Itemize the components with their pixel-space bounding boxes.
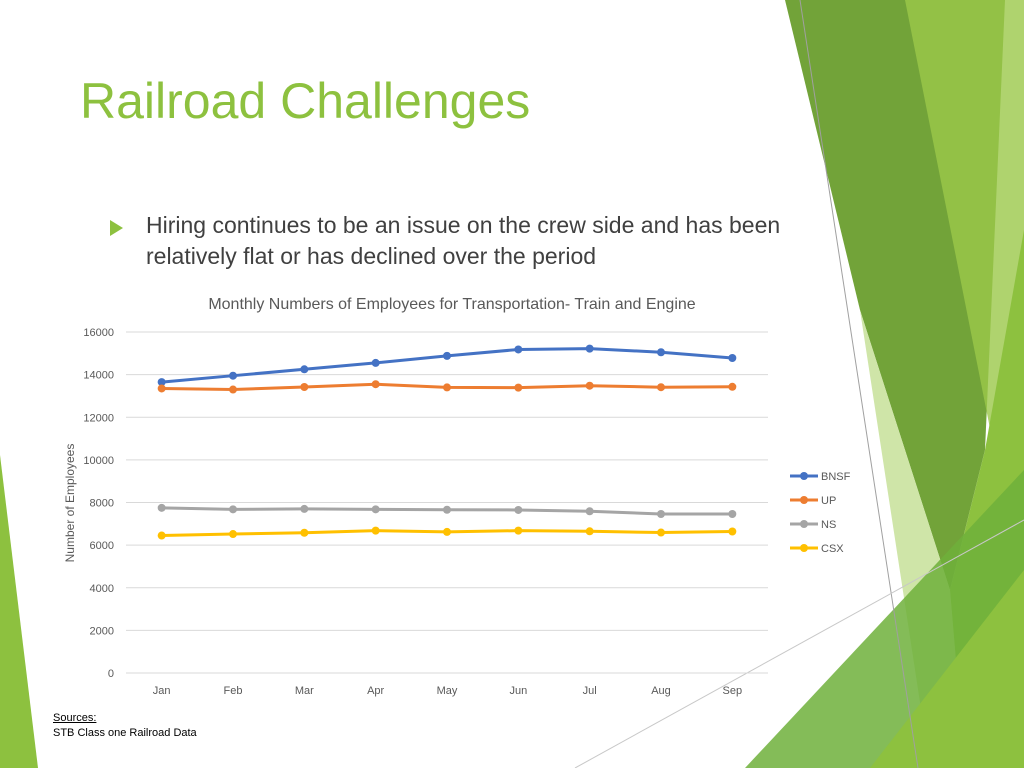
data-point-bnsf bbox=[728, 354, 737, 363]
data-point-bnsf bbox=[514, 345, 523, 354]
data-point-bnsf bbox=[300, 365, 309, 374]
x-tick-label: Sep bbox=[723, 685, 743, 697]
x-tick-label: Apr bbox=[367, 685, 384, 697]
sources-text: STB Class one Railroad Data bbox=[53, 727, 197, 739]
sources-heading: Sources: bbox=[53, 712, 97, 724]
data-point-csx bbox=[300, 528, 309, 537]
chart-legend: BNSF UP NS CSX bbox=[790, 471, 851, 555]
data-point-ns bbox=[728, 510, 737, 519]
data-point-bnsf bbox=[229, 371, 237, 380]
data-point-ns bbox=[300, 504, 309, 513]
decor-line bbox=[799, 0, 919, 768]
decor-shape bbox=[870, 570, 1024, 768]
data-point-csx bbox=[157, 531, 166, 540]
data-point-csx bbox=[585, 527, 594, 536]
data-point-bnsf bbox=[657, 348, 665, 357]
legend-label: UP bbox=[821, 495, 836, 507]
data-point-ns bbox=[157, 503, 166, 512]
legend-marker bbox=[800, 520, 808, 528]
data-point-up bbox=[300, 382, 309, 391]
data-point-csx bbox=[371, 526, 380, 535]
x-tick-label: Jan bbox=[153, 685, 171, 697]
legend-label: BNSF bbox=[821, 471, 851, 483]
x-tick-label: Jun bbox=[509, 685, 527, 697]
legend-marker bbox=[800, 496, 808, 504]
data-point-up bbox=[585, 381, 594, 390]
data-point-csx bbox=[657, 528, 665, 537]
data-point-bnsf bbox=[443, 351, 451, 360]
x-tick-label: Jul bbox=[583, 685, 597, 697]
chart-title: Monthly Numbers of Employees for Transpo… bbox=[208, 296, 695, 313]
data-point-bnsf bbox=[371, 358, 380, 367]
data-point-csx bbox=[229, 530, 237, 539]
data-point-up bbox=[514, 383, 523, 392]
data-point-up bbox=[157, 384, 166, 393]
y-tick-label: 4000 bbox=[90, 583, 114, 595]
data-point-ns bbox=[229, 505, 237, 514]
data-point-ns bbox=[371, 505, 380, 514]
y-tick-label: 6000 bbox=[90, 540, 114, 552]
y-tick-label: 8000 bbox=[90, 498, 114, 510]
decor-line bbox=[574, 519, 1024, 768]
bullet-arrow-icon bbox=[110, 220, 123, 236]
y-tick-label: 16000 bbox=[83, 327, 114, 339]
legend-marker bbox=[800, 472, 808, 480]
bullet-text: Hiring continues to be an issue on the c… bbox=[146, 212, 781, 269]
data-point-ns bbox=[585, 507, 594, 516]
x-tick-label: Aug bbox=[651, 685, 671, 697]
data-point-csx bbox=[443, 527, 451, 536]
data-point-ns bbox=[657, 510, 665, 519]
x-tick-label: Mar bbox=[295, 685, 314, 697]
x-tick-label: May bbox=[437, 685, 458, 697]
y-axis-label: Number of Employees bbox=[63, 444, 77, 563]
legend-label: NS bbox=[821, 519, 836, 531]
data-point-ns bbox=[443, 505, 451, 514]
legend-label: CSX bbox=[821, 543, 844, 555]
slide-title: Railroad Challenges bbox=[80, 73, 531, 129]
data-point-up bbox=[229, 385, 237, 394]
y-tick-label: 14000 bbox=[83, 370, 114, 382]
data-point-up bbox=[443, 383, 451, 392]
chart-gridlines bbox=[126, 331, 768, 674]
decor-shape bbox=[0, 455, 38, 768]
data-point-ns bbox=[514, 505, 523, 514]
x-tick-labels: Jan Feb Mar Apr May Jun Jul Aug Sep bbox=[153, 685, 742, 697]
data-point-up bbox=[371, 380, 380, 389]
legend-marker bbox=[800, 544, 808, 552]
y-tick-label: 0 bbox=[108, 668, 114, 680]
sources-note: Sources: STB Class one Railroad Data bbox=[53, 711, 197, 741]
y-tick-label: 10000 bbox=[83, 455, 114, 467]
x-tick-label: Feb bbox=[224, 685, 243, 697]
y-tick-label: 2000 bbox=[90, 625, 114, 637]
data-point-up bbox=[657, 383, 665, 392]
data-point-csx bbox=[514, 526, 523, 535]
data-point-up bbox=[728, 382, 737, 391]
y-tick-label: 12000 bbox=[83, 412, 114, 424]
y-tick-labels: 0 2000 4000 6000 8000 10000 12000 14000 16000 bbox=[83, 327, 114, 680]
data-point-csx bbox=[728, 527, 737, 536]
data-point-bnsf bbox=[585, 344, 594, 353]
data-point-bnsf bbox=[157, 378, 166, 387]
chart-series-group bbox=[157, 344, 737, 540]
